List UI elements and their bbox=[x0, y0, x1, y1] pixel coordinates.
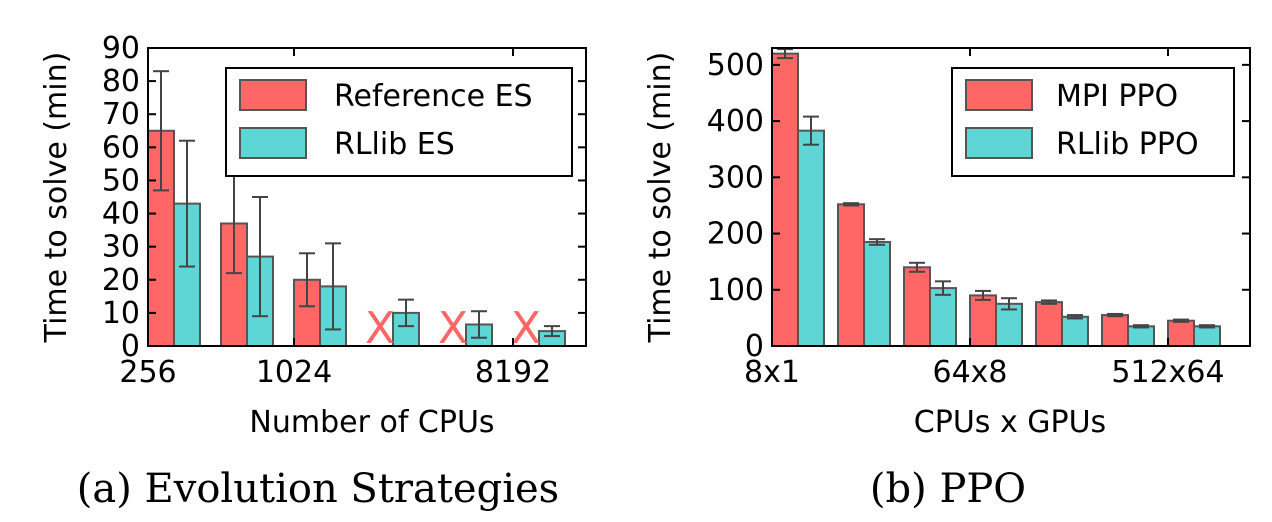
plot-frame bbox=[147, 47, 587, 347]
y-tick-label: 60 bbox=[102, 130, 140, 165]
bar-mpi-ppo bbox=[969, 294, 997, 348]
y-tick-label: 30 bbox=[102, 230, 140, 265]
bar-rllib-ppo bbox=[863, 240, 891, 347]
bar-mpi-ppo bbox=[1167, 319, 1195, 348]
bar-rllib-ppo bbox=[1061, 315, 1089, 348]
legend-swatch-mpi-ppo bbox=[965, 79, 1033, 111]
x-tick-label: 256 bbox=[119, 355, 176, 390]
panel-ppo: 0 100 200 300 400 500 8x1 64x8 512x64 Time to s… bbox=[643, 47, 1251, 512]
y-tick-label: 300 bbox=[707, 160, 764, 195]
y-tick-label: 200 bbox=[707, 217, 764, 252]
bar-rllib-ppo bbox=[929, 287, 957, 347]
y-tick-label: 500 bbox=[707, 48, 764, 83]
bar-mpi-ppo bbox=[1101, 314, 1129, 347]
bar-rllib-ppo bbox=[1127, 325, 1155, 347]
y-tick-label: 50 bbox=[102, 163, 140, 198]
y-tick-label: 40 bbox=[102, 197, 140, 232]
bar-rllib-ppo bbox=[995, 302, 1023, 348]
legend-label-rllib-es: RLlib ES bbox=[334, 127, 455, 162]
legend-swatch-rllib-es bbox=[239, 127, 307, 159]
y-axis-label: Time to solve (min) bbox=[39, 52, 74, 344]
plot-frame bbox=[771, 47, 1251, 347]
x-axis-label: Number of CPUs bbox=[249, 405, 494, 440]
error-bars bbox=[153, 70, 560, 339]
legend: Reference ES RLlib ES bbox=[225, 67, 573, 177]
caption-b: (b) PPO bbox=[870, 466, 1026, 512]
y-tick-label: 80 bbox=[102, 64, 140, 99]
bars bbox=[771, 52, 1221, 348]
bar-mpi-ppo bbox=[1035, 301, 1063, 348]
legend-label-mpi-ppo: MPI PPO bbox=[1056, 79, 1178, 114]
legend: MPI PPO RLlib PPO bbox=[951, 67, 1235, 177]
x-tick-label: 512x64 bbox=[1111, 355, 1224, 390]
y-tick-label: 90 bbox=[102, 31, 140, 66]
y-ticks: 0 100 200 300 400 500 bbox=[707, 48, 1250, 364]
x-tick-label: 8x1 bbox=[744, 355, 800, 390]
bar-mpi-ppo bbox=[837, 203, 865, 347]
bar-rllib-ppo bbox=[1193, 325, 1221, 347]
error-bars bbox=[777, 48, 1215, 329]
bar-rllib-es bbox=[173, 202, 201, 347]
caption-a: (a) Evolution Strategies bbox=[77, 466, 559, 512]
y-tick-label: 0 bbox=[121, 329, 140, 364]
legend-label-rllib-ppo: RLlib PPO bbox=[1056, 127, 1199, 162]
legend-label-reference-es: Reference ES bbox=[334, 79, 533, 114]
x-tick-label: 1024 bbox=[256, 355, 332, 390]
y-tick-label: 20 bbox=[102, 263, 140, 298]
legend-swatch-rllib-ppo bbox=[965, 127, 1033, 159]
y-tick-label: 400 bbox=[707, 104, 764, 139]
x-ticks: 8x1 64x8 512x64 bbox=[744, 48, 1225, 390]
x-axis-label: CPUs x GPUs bbox=[914, 405, 1106, 440]
x-ticks: 256 1024 8192 bbox=[119, 48, 551, 390]
bar-mpi-ppo bbox=[771, 52, 799, 347]
y-tick-label: 10 bbox=[102, 296, 140, 331]
x-tick-label: 8192 bbox=[475, 355, 551, 390]
y-axis-label: Time to solve (min) bbox=[643, 52, 678, 344]
legend-swatch-reference-es bbox=[239, 79, 307, 111]
x-tick-label: 64x8 bbox=[932, 355, 1007, 390]
bar-mpi-ppo bbox=[903, 266, 931, 347]
y-tick-label: 100 bbox=[707, 273, 764, 308]
bar-rllib-ppo bbox=[797, 129, 825, 347]
y-tick-label: 70 bbox=[102, 97, 140, 132]
y-tick-label: 0 bbox=[745, 329, 764, 364]
